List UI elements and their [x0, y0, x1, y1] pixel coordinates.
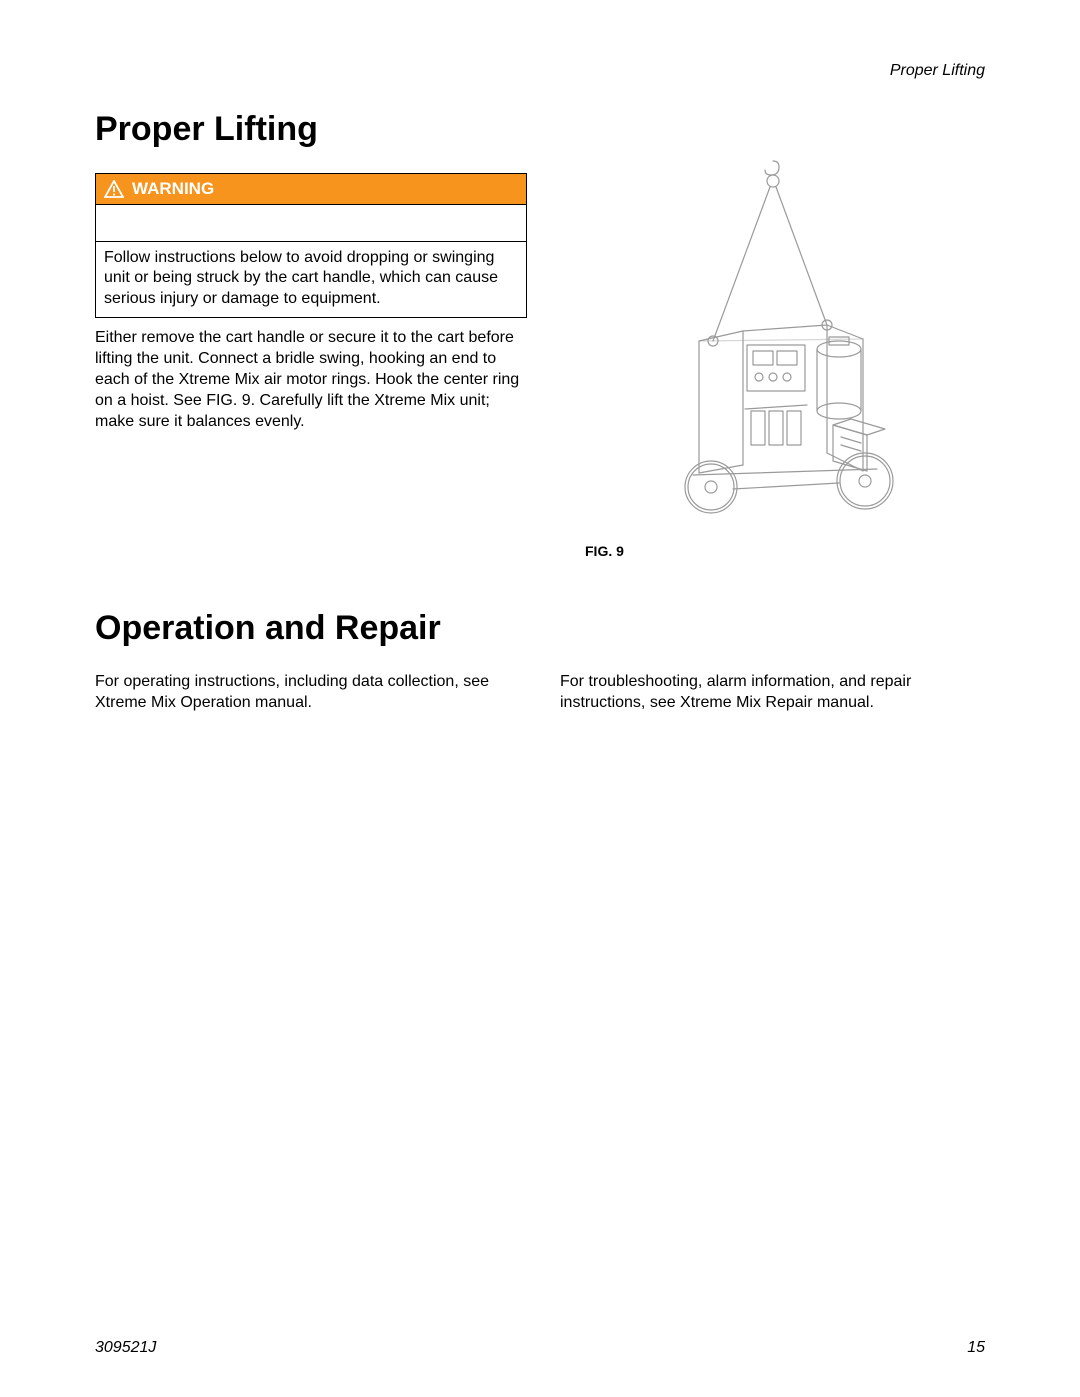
equipment-lift-illustration-icon	[595, 153, 955, 533]
warning-body-text: Follow instructions below to avoid dropp…	[96, 242, 526, 317]
figure-caption-prefix: FIG.	[585, 543, 612, 559]
running-header: Proper Lifting	[890, 62, 985, 80]
lifting-left-col: WARNING Follow instructions below to avo…	[95, 173, 525, 559]
operation-left-text: For operating instructions, including da…	[95, 672, 520, 714]
lifting-right-col: FIG. 9	[565, 173, 985, 559]
manual-page: Proper Lifting Proper Lifting WARNING Fo…	[0, 0, 1080, 1397]
warning-header: WARNING	[96, 174, 526, 204]
lifting-body-text: Either remove the cart handle or secure …	[95, 328, 525, 432]
page-footer: 309521J 15	[95, 1339, 985, 1357]
lifting-figure	[595, 153, 955, 533]
page-number: 15	[967, 1339, 985, 1357]
warning-triangle-icon	[104, 180, 124, 198]
section-title-lifting: Proper Lifting	[95, 110, 985, 149]
warning-box: WARNING Follow instructions below to avo…	[95, 173, 527, 318]
section-title-operation: Operation and Repair	[95, 609, 985, 648]
figure-caption: FIG. 9	[585, 543, 624, 559]
operation-right-text: For troubleshooting, alarm information, …	[560, 672, 985, 714]
warning-label: WARNING	[132, 179, 214, 199]
document-id: 309521J	[95, 1339, 156, 1357]
operation-columns: For operating instructions, including da…	[95, 672, 985, 714]
figure-caption-num: 9	[616, 543, 624, 559]
warning-icon-row	[96, 204, 526, 242]
lifting-columns: WARNING Follow instructions below to avo…	[95, 173, 985, 559]
